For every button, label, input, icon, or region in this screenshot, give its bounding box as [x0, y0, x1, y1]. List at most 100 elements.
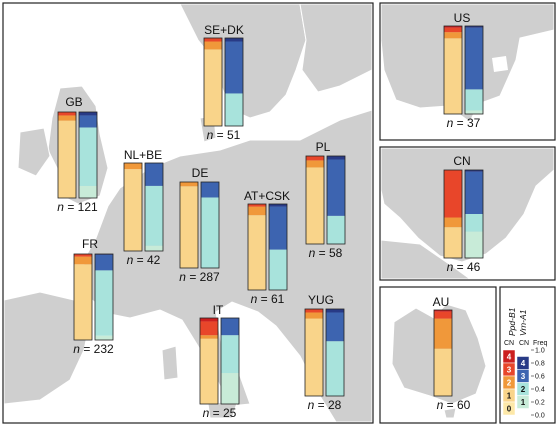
vrn-a1-segment-cn2	[221, 335, 239, 374]
sample-size-de: n = 287	[179, 270, 220, 284]
ppd-b1-segment-cn4	[434, 310, 452, 312]
legend-ppd-cn-value: 2	[507, 379, 512, 388]
vrn-a1-segment-cn4	[327, 156, 345, 160]
region-label-pl: PL	[316, 140, 331, 154]
legend-freq-tick-label: 0.6	[535, 374, 545, 381]
vrn-a1-segment-cn1	[465, 231, 483, 258]
vrn-a1-bar-outline	[268, 203, 288, 291]
vrn-a1-segment-cn4	[465, 170, 483, 172]
legend-vrn-cn-value: 4	[521, 359, 526, 368]
region-labels: SE+DK n = 51 GB n = 121 NL+BE n = 42 DE n = 287…	[57, 11, 480, 420]
vrn-a1-segment-cn3	[221, 318, 239, 336]
region-bars-it	[199, 317, 240, 405]
legend-ppd-cell-cn0	[502, 401, 516, 416]
region-bars-nl-be	[123, 162, 164, 252]
vrn-a1-bar-outline	[144, 162, 164, 252]
ppd-b1-segment-cn2	[180, 182, 198, 187]
ppd-b1-segment-cn2	[204, 41, 222, 50]
ppd-b1-bar-outline	[179, 181, 199, 269]
vrn-a1-segment-cn3	[465, 27, 483, 90]
vrn-a1-segment-cn4	[326, 309, 344, 313]
ppd-b1-segment-cn1	[444, 227, 462, 258]
vrn-a1-bar-outline	[94, 253, 114, 341]
ppd-b1-bar-outline	[123, 162, 143, 252]
ppd-b1-bar-outline	[57, 111, 77, 199]
region-bars-se-dk	[203, 37, 244, 127]
vrn-a1-segment-cn3	[327, 159, 345, 216]
sample-size-au: n = 60	[437, 398, 471, 412]
vrn-a1-bar-outline	[78, 111, 98, 199]
vrn-a1-bar-outline	[325, 308, 345, 397]
sample-size-at-csk: n = 61	[251, 292, 285, 306]
vrn-a1-segment-cn1	[95, 335, 113, 340]
sample-size-gb: n = 121	[57, 200, 98, 214]
sample-size-cn: n = 46	[447, 260, 481, 274]
legend-freq-tick-label: 0.0	[535, 413, 545, 420]
vrn-a1-segment-cn4	[79, 112, 97, 116]
region-label-gb: GB	[65, 95, 82, 109]
ppd-b1-segment-cn1	[434, 348, 452, 396]
ppd-b1-segment-cn1	[248, 215, 266, 290]
legend-vrn-cn-value: 3	[521, 372, 526, 381]
ppd-b1-segment-cn3	[444, 170, 462, 218]
vrn-a1-bar-outline	[224, 37, 244, 127]
vrn-a1-segment-cn3	[95, 254, 113, 271]
vrn-a1-segment-cn3	[465, 171, 483, 214]
legend-col-freq: Freq	[533, 340, 548, 347]
ppd-b1-segment-cn3	[305, 309, 323, 313]
vrn-a1-segment-cn3	[201, 182, 219, 198]
region-label-se-dk: SE+DK	[204, 23, 244, 37]
ppd-b1-segment-cn3	[74, 254, 92, 257]
ppd-b1-bar-outline	[73, 253, 93, 341]
region-bars-au	[433, 309, 453, 397]
ppd-b1-bar-outline	[199, 317, 219, 405]
region-label-us: US	[454, 11, 471, 25]
vrn-a1-segment-cn3	[225, 41, 243, 94]
vrn-a1-segment-cn4	[225, 38, 243, 42]
ppd-b1-segment-cn2	[58, 115, 76, 121]
ppd-b1-segment-cn3	[248, 204, 266, 207]
ppd-b1-segment-cn1	[305, 318, 323, 396]
frequency-bars	[57, 25, 484, 405]
vrn-a1-segment-cn4	[95, 254, 113, 255]
vrn-a1-segment-cn1	[79, 185, 97, 198]
ppd-b1-segment-cn3	[306, 156, 324, 161]
ppd-b1-segment-cn4	[444, 26, 462, 28]
ppd-b1-segment-cn1	[204, 49, 222, 126]
legend-freq-tick-label: 1.0	[535, 348, 545, 355]
region-bars-yug	[304, 308, 345, 397]
region-bars-gb	[57, 111, 98, 199]
region-label-at-csk: AT+CSK	[244, 189, 290, 203]
ppd-b1-segment-cn2	[248, 206, 266, 216]
ppd-b1-bar-outline	[305, 155, 325, 245]
region-bars-de	[179, 181, 220, 269]
legend-ppd-cn-value: 1	[507, 392, 512, 401]
vrn-a1-segment-cn2	[145, 185, 163, 246]
region-label-cn: CN	[453, 154, 470, 168]
legend-vrn-cell-cn1	[516, 395, 530, 409]
vrn-a1-segment-cn2	[201, 197, 219, 268]
ppd-b1-segment-cn1	[58, 120, 76, 198]
region-label-nl-be: NL+BE	[124, 148, 162, 162]
vrn-a1-segment-cn2	[465, 89, 483, 111]
sample-size-yug: n = 28	[308, 398, 342, 412]
ppd-b1-segment-cn2	[200, 335, 218, 339]
ppd-b1-segment-cn3	[444, 27, 462, 33]
legend-freq-tick-label: 0.4	[535, 387, 545, 394]
region-label-au: AU	[433, 295, 450, 309]
legend-ppd-cn-value: 0	[507, 405, 512, 414]
ppd-b1-bar-outline	[443, 25, 463, 115]
region-bars-pl	[305, 155, 346, 245]
ppd-b1-segment-cn3	[434, 311, 452, 319]
ppd-b1-segment-cn2	[124, 163, 142, 170]
ppd-b1-segment-cn2	[444, 32, 462, 39]
region-label-de: DE	[192, 166, 209, 180]
vrn-a1-segment-cn2	[327, 215, 345, 244]
vrn-a1-segment-cn1	[145, 245, 163, 251]
region-label-it: IT	[213, 303, 224, 317]
sample-size-us: n = 37	[447, 116, 481, 130]
legend-title-vrn-a1: Vrn-A1	[518, 309, 528, 336]
